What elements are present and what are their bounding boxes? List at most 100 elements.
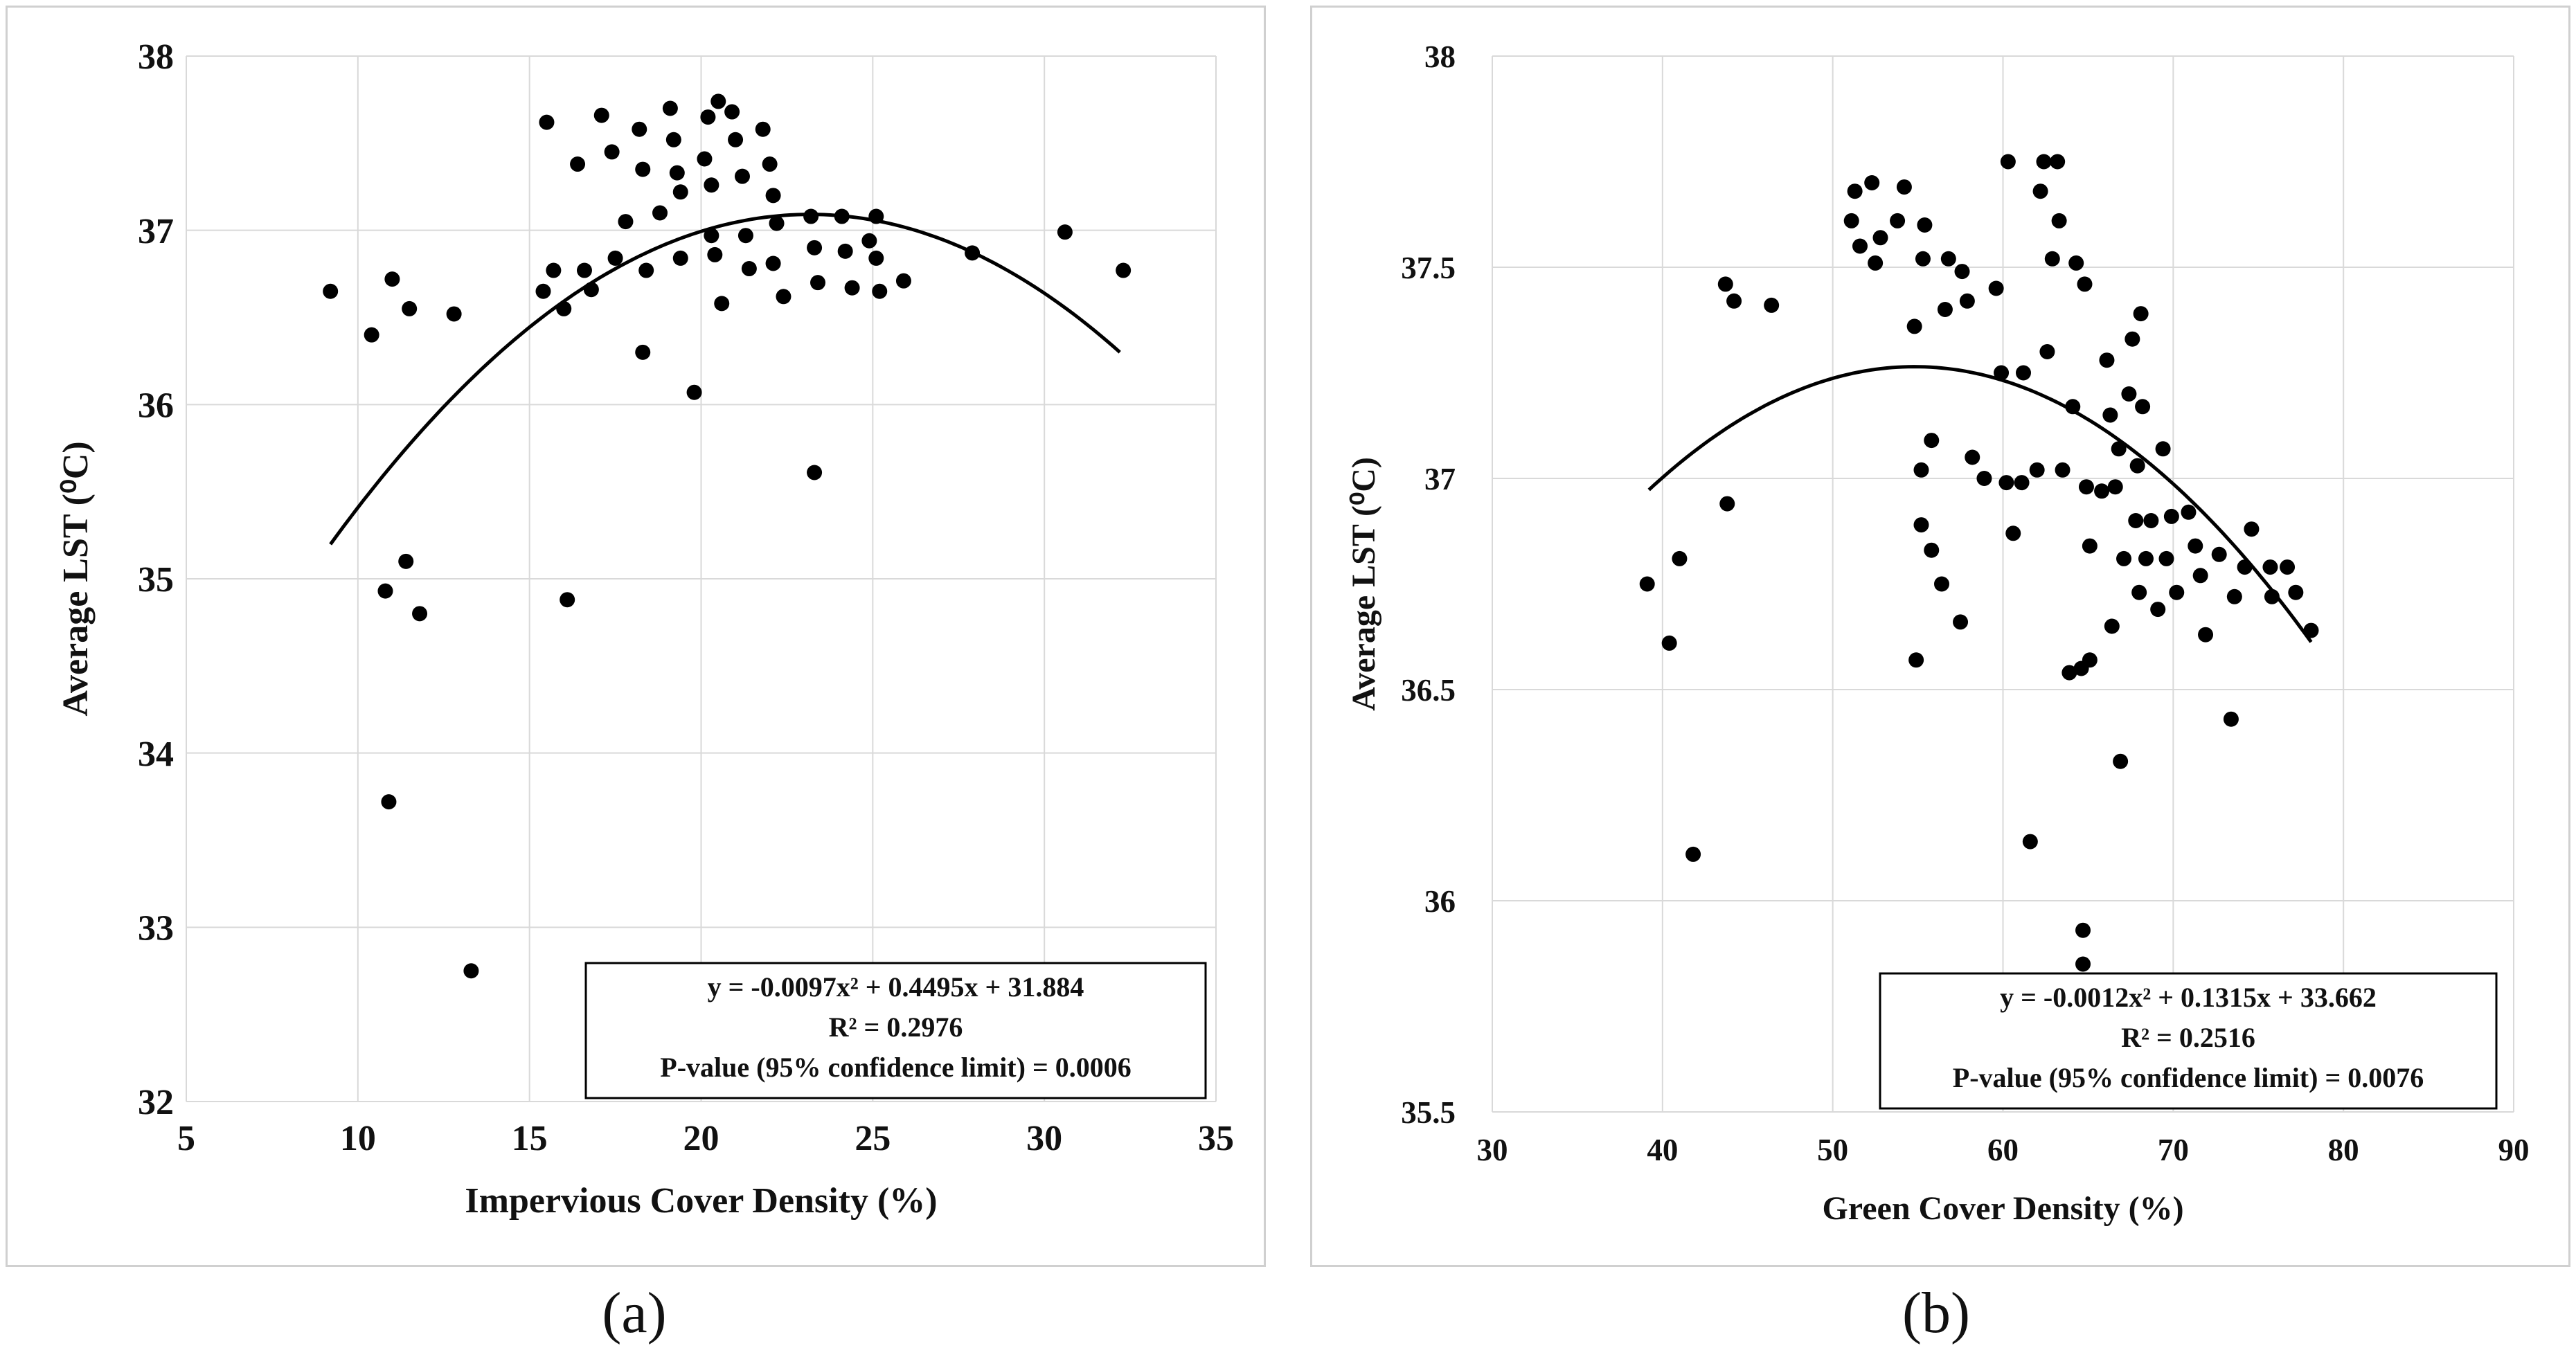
scatter-chart-a: 5 10 15 20 25 30 35 32 33 34 35 36 37 38 Impervious Co… — [56, 37, 1234, 1221]
data-point — [402, 300, 418, 316]
data-point — [535, 283, 551, 299]
data-point — [1057, 224, 1073, 240]
data-point — [662, 100, 678, 116]
data-point — [2078, 479, 2094, 495]
data-point — [861, 233, 877, 249]
data-point — [412, 606, 428, 622]
data-point — [398, 553, 414, 569]
data-point — [665, 132, 681, 147]
data-point — [1915, 251, 1931, 267]
data-point — [755, 121, 771, 137]
data-point — [2226, 588, 2242, 604]
data-point — [2032, 183, 2048, 199]
data-point — [2005, 525, 2021, 541]
data-point — [2104, 618, 2120, 634]
data-point — [2198, 627, 2214, 642]
y-tick-label: 38 — [1424, 39, 1456, 74]
stats-box — [584, 962, 1207, 1099]
data-point — [2121, 386, 2137, 402]
data-point — [672, 184, 688, 200]
x-tick-label: 25 — [855, 1119, 891, 1158]
data-point — [776, 289, 791, 305]
data-point — [1719, 496, 1735, 512]
data-point — [1764, 297, 1780, 313]
data-point — [1913, 462, 1929, 478]
data-point — [765, 255, 781, 271]
data-point — [546, 262, 562, 278]
data-point — [1976, 471, 1992, 486]
data-point — [1116, 262, 1132, 278]
data-point — [2181, 504, 2197, 520]
data-point — [2113, 753, 2129, 769]
data-point — [844, 280, 860, 296]
data-point — [463, 963, 479, 979]
data-point — [1685, 846, 1701, 862]
data-point — [2082, 652, 2098, 668]
data-point — [737, 228, 753, 244]
data-point — [762, 156, 778, 172]
data-point — [384, 271, 400, 287]
data-point — [2055, 462, 2070, 478]
y-tick-label: 32 — [138, 1083, 174, 1122]
y-tick-label: 38 — [138, 37, 174, 77]
data-point — [364, 327, 379, 343]
data-point — [1913, 517, 1929, 533]
p-value-text: P-value (95% confidence limit) = 0.0076 — [1953, 1062, 2424, 1093]
data-point — [2143, 513, 2159, 528]
data-point — [632, 121, 647, 137]
y-tick-label: 35 — [138, 560, 174, 600]
y-tick-label: 33 — [138, 909, 174, 949]
data-point — [2116, 550, 2132, 566]
data-point — [868, 250, 884, 266]
data-point — [570, 156, 586, 172]
x-tick-label: 70 — [2158, 1133, 2189, 1167]
data-point — [710, 93, 726, 109]
x-tick-label: 50 — [1817, 1133, 1848, 1167]
data-point — [810, 275, 826, 291]
data-point — [1890, 213, 1906, 228]
data-point — [1937, 302, 1953, 317]
data-point — [2082, 538, 2098, 554]
data-point — [707, 246, 723, 262]
data-point — [2039, 344, 2055, 359]
data-point — [2050, 154, 2066, 170]
y-tick-label: 35.5 — [1401, 1095, 1456, 1130]
data-point — [2016, 365, 2031, 381]
data-point — [2036, 154, 2052, 170]
x-tick-label: 30 — [1477, 1133, 1508, 1167]
data-point — [2075, 956, 2091, 972]
trendline-curve — [329, 213, 1121, 546]
data-point — [724, 104, 740, 120]
data-point — [1917, 217, 1933, 233]
data-point — [2099, 352, 2115, 368]
data-point — [2192, 568, 2208, 584]
data-point — [697, 151, 713, 167]
data-point — [1872, 230, 1888, 246]
y-tick-label: 37.5 — [1401, 251, 1456, 285]
data-point — [1965, 449, 1980, 465]
data-point — [2129, 458, 2145, 474]
data-point — [1847, 183, 1863, 199]
panel-caption-a: (a) — [602, 1281, 667, 1345]
data-point — [1726, 293, 1742, 309]
data-point — [2044, 251, 2060, 267]
data-point — [2000, 154, 2016, 170]
data-point — [1843, 213, 1859, 228]
data-point — [1672, 550, 1688, 566]
data-point — [895, 273, 911, 289]
data-point — [2138, 550, 2154, 566]
data-point — [1924, 542, 1940, 558]
data-point — [618, 214, 634, 230]
data-point — [700, 109, 716, 125]
data-point — [2061, 665, 2077, 681]
y-axis-title: Average LST (⁰C) — [56, 441, 96, 716]
x-tick-label: 30 — [1026, 1119, 1062, 1158]
scatter-chart-b: 30 40 50 60 70 80 90 35.5 36 36.5 37 37.5 38 Green Co… — [1345, 39, 2530, 1227]
data-point — [704, 228, 719, 244]
data-point — [2128, 513, 2144, 528]
y-tick-label: 37 — [1424, 462, 1456, 496]
data-point — [560, 592, 575, 608]
data-point — [872, 283, 888, 299]
data-point — [807, 465, 823, 480]
data-point — [1940, 251, 1956, 267]
